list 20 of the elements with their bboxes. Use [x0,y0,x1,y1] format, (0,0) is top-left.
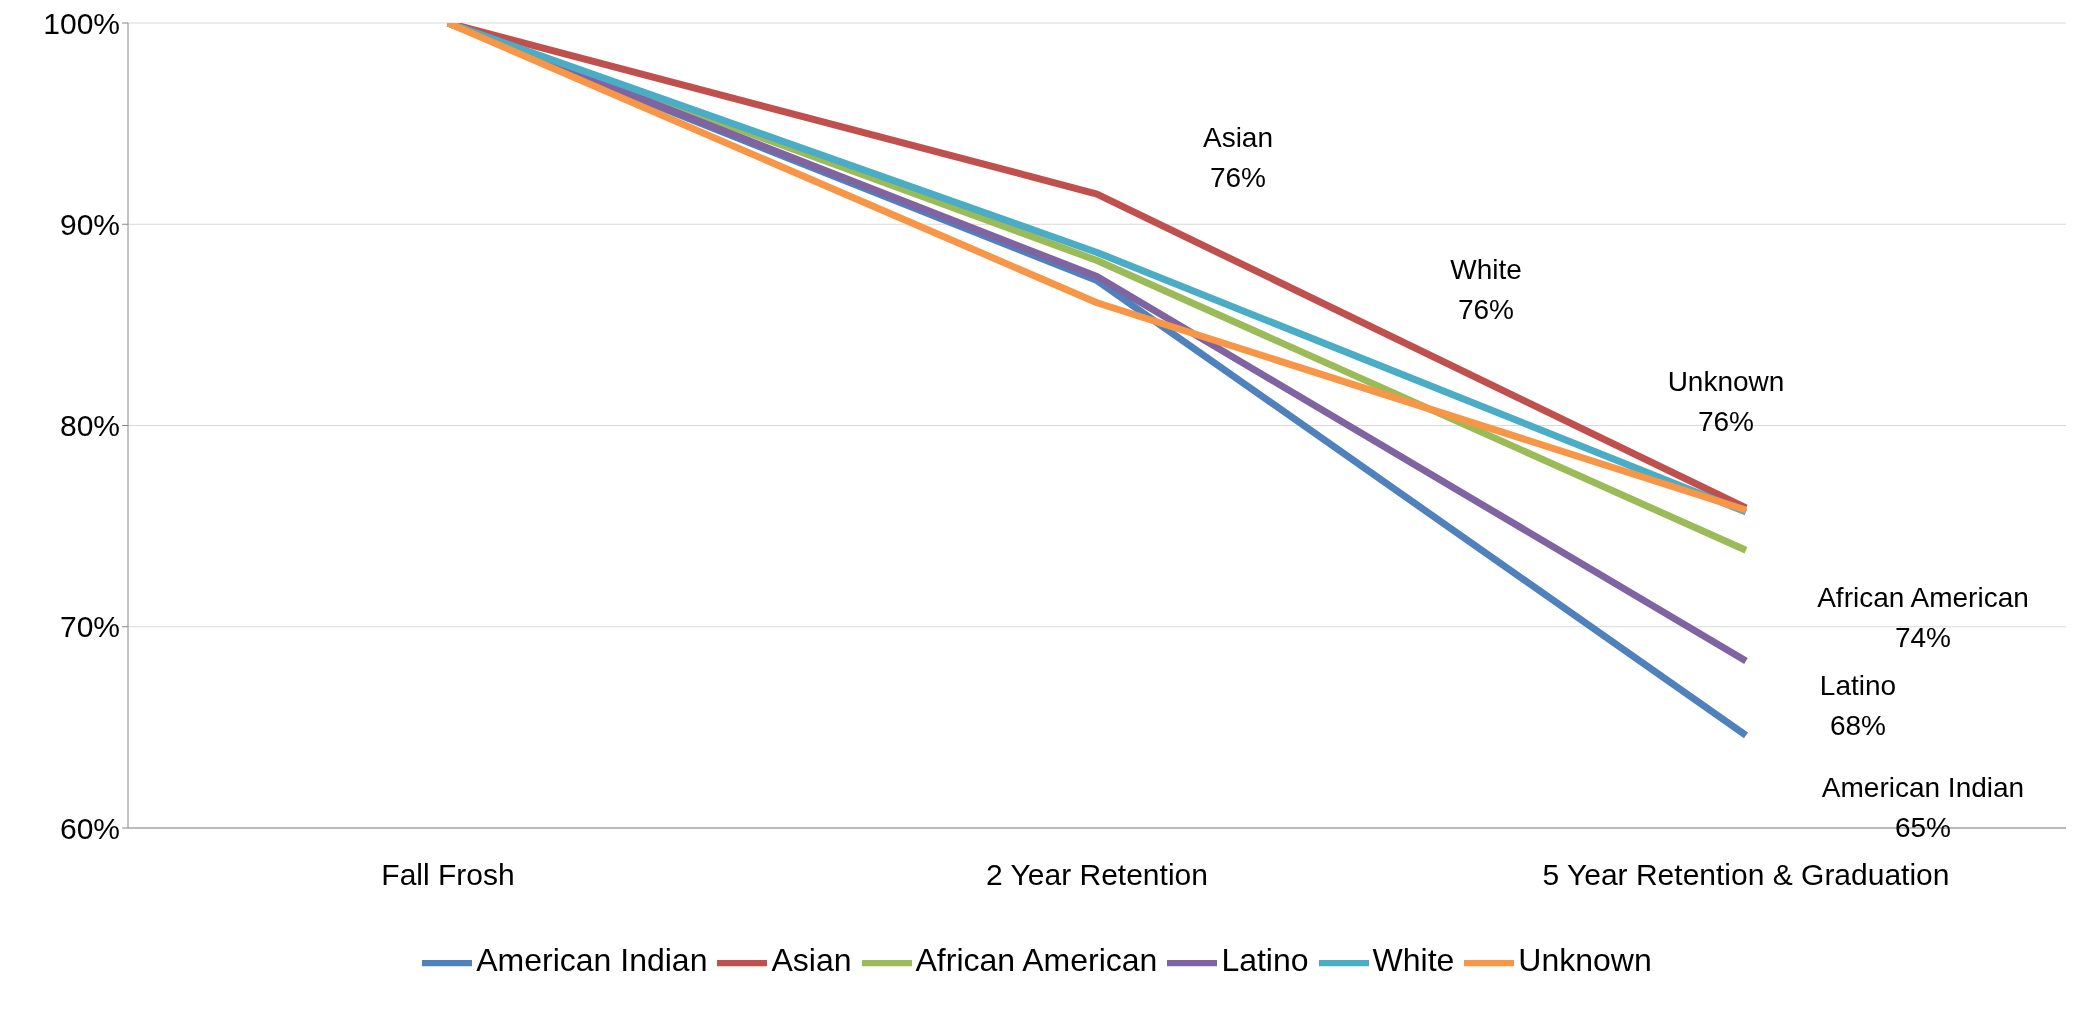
annotation: Latino 68% [1818,669,1898,743]
annotation: Asian 76% [1201,121,1274,195]
y-tick-label: 80% [59,409,120,443]
x-tick-label: 2 Year Retention [986,858,1208,892]
annotation: African American 74% [1816,581,2030,655]
legend-label: White [1372,942,1455,979]
legend-label: African American [915,942,1158,979]
annotation: Unknown 76% [1666,365,1786,439]
y-tick-label: 70% [59,610,120,644]
x-tick-label: Fall Frosh [381,858,515,892]
legend-label: Latino [1221,942,1309,979]
x-tick-label: 5 Year Retention & Graduation [1542,858,1950,892]
y-tick-label: 90% [59,207,120,241]
legend-label: Unknown [1518,942,1652,979]
y-tick-label: 100% [43,6,120,40]
y-tick-label: 60% [59,811,120,845]
legend-label: Asian [771,942,852,979]
annotation: American Indian 65% [1820,771,2026,845]
annotation: White 76% [1449,253,1523,327]
legend-label: American Indian [476,942,708,979]
